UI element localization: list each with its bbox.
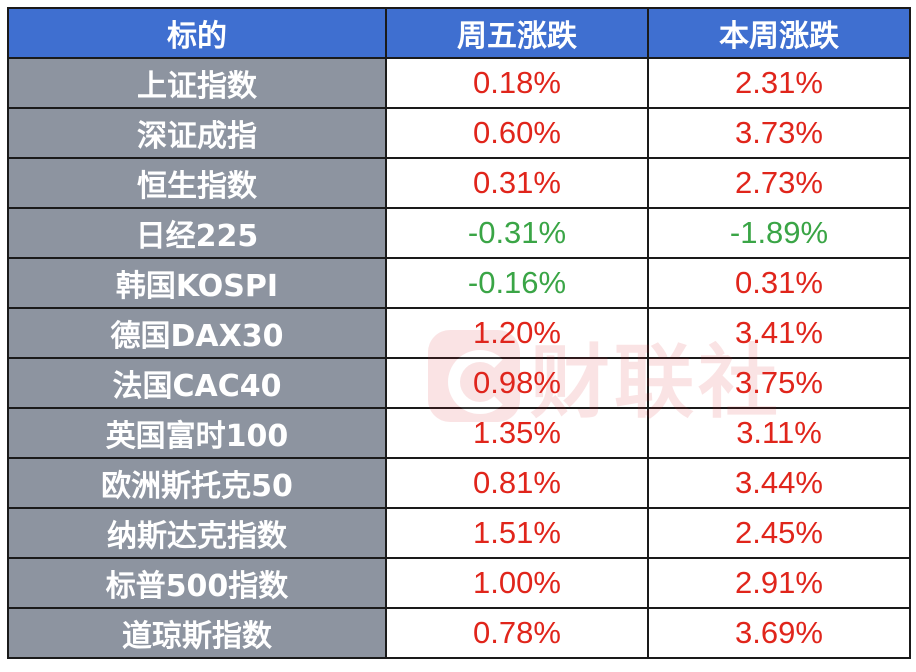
table-row: 恒生指数 0.31% 2.73% (7, 157, 911, 209)
index-name: 道琼斯指数 (7, 607, 387, 659)
table-row: 日经225 -0.31% -1.89% (7, 207, 911, 259)
index-name: 韩国KOSPI (7, 257, 387, 309)
index-name: 英国富时100 (7, 407, 387, 459)
week-change-value: 2.45% (647, 507, 911, 559)
friday-change-value: 0.81% (385, 457, 649, 509)
table-row: 德国DAX30 1.20% 3.41% (7, 307, 911, 359)
week-change-value: 3.75% (647, 357, 911, 409)
index-change-table: 标的 周五涨跌 本周涨跌 上证指数 0.18% 2.31% 深证成指 0.60% 3.73… (7, 7, 911, 659)
table-row: 纳斯达克指数 1.51% 2.45% (7, 507, 911, 559)
index-name: 法国CAC40 (7, 357, 387, 409)
index-name: 深证成指 (7, 107, 387, 159)
week-change-value: 3.44% (647, 457, 911, 509)
week-change-value: 2.91% (647, 557, 911, 609)
week-change-value: 3.69% (647, 607, 911, 659)
header-friday-change: 周五涨跌 (385, 7, 649, 59)
table-row: 法国CAC40 0.98% 3.75% (7, 357, 911, 409)
index-name: 德国DAX30 (7, 307, 387, 359)
table-row: 标普500指数 1.00% 2.91% (7, 557, 911, 609)
header-week-change: 本周涨跌 (647, 7, 911, 59)
friday-change-value: 1.00% (385, 557, 649, 609)
index-name: 标普500指数 (7, 557, 387, 609)
table-row: 韩国KOSPI -0.16% 0.31% (7, 257, 911, 309)
table-row: 英国富时100 1.35% 3.11% (7, 407, 911, 459)
index-name: 欧洲斯托克50 (7, 457, 387, 509)
header-target: 标的 (7, 7, 387, 59)
friday-change-value: 1.51% (385, 507, 649, 559)
index-name: 恒生指数 (7, 157, 387, 209)
week-change-value: 3.41% (647, 307, 911, 359)
index-name: 日经225 (7, 207, 387, 259)
table-row: 上证指数 0.18% 2.31% (7, 57, 911, 109)
week-change-value: 3.11% (647, 407, 911, 459)
week-change-value: 2.73% (647, 157, 911, 209)
friday-change-value: 0.60% (385, 107, 649, 159)
friday-change-value: 1.35% (385, 407, 649, 459)
week-change-value: 2.31% (647, 57, 911, 109)
friday-change-value: 0.18% (385, 57, 649, 109)
week-change-value: -1.89% (647, 207, 911, 259)
friday-change-value: 0.78% (385, 607, 649, 659)
friday-change-value: -0.16% (385, 257, 649, 309)
table-row: 欧洲斯托克50 0.81% 3.44% (7, 457, 911, 509)
friday-change-value: 0.98% (385, 357, 649, 409)
table-header-row: 标的 周五涨跌 本周涨跌 (7, 7, 911, 59)
friday-change-value: -0.31% (385, 207, 649, 259)
friday-change-value: 0.31% (385, 157, 649, 209)
table-row: 道琼斯指数 0.78% 3.69% (7, 607, 911, 659)
friday-change-value: 1.20% (385, 307, 649, 359)
week-change-value: 3.73% (647, 107, 911, 159)
index-name: 纳斯达克指数 (7, 507, 387, 559)
index-name: 上证指数 (7, 57, 387, 109)
table-row: 深证成指 0.60% 3.73% (7, 107, 911, 159)
week-change-value: 0.31% (647, 257, 911, 309)
